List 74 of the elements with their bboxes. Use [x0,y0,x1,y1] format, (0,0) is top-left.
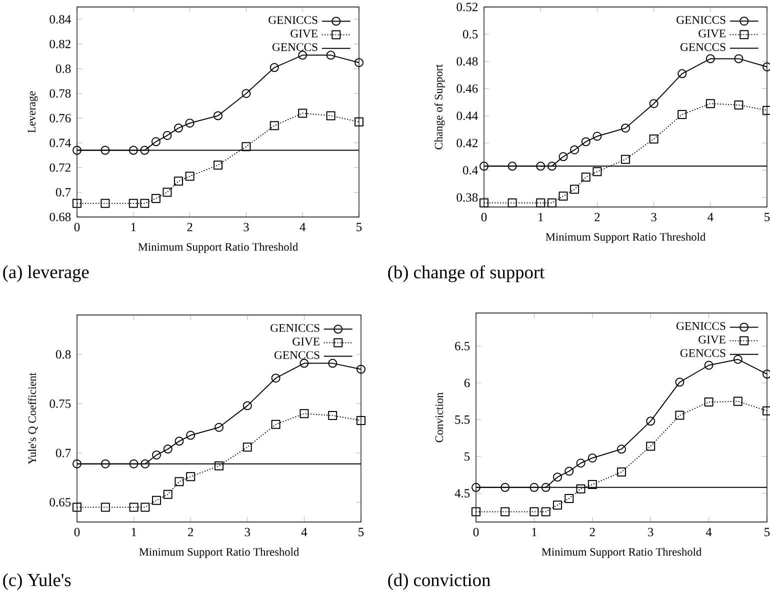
text: (d) conviction [388,573,490,590]
x-tick-label: 1 [538,212,543,222]
legend-label: GIVE [698,30,726,38]
x-tick-label: 4 [300,222,306,232]
y-tick-label: 0.4 [462,166,478,175]
y-tick-label: 0.84 [50,15,71,24]
legend-label: GENCCS [680,43,726,51]
legend-label: GENICCS [676,322,726,330]
x-tick-label: 0 [481,212,487,222]
y-tick-label: 0.82 [50,40,70,48]
x-tick-label: 3 [648,528,654,536]
x-tick-label: 2 [590,528,595,536]
y-tick-label: 6 [464,378,470,388]
y-tick-label: 0.65 [50,498,71,507]
legend-label: GENCCS [680,349,726,358]
y-tick-label: 0.76 [50,114,71,122]
x-tick-label: 0 [473,528,479,536]
y-axis-title: Change of Support [434,64,445,150]
legend-label: GENICCS [270,324,320,332]
x-tick-label: 5 [356,222,362,232]
y-tick-label: 0.46 [456,84,478,93]
x-tick-label: 3 [244,528,250,536]
y-tick-label: 0.8 [56,350,71,359]
y-tick-label: 0.72 [50,163,70,172]
y-tick-label: 4.5 [454,489,470,498]
x-tick-label: 5 [358,528,364,536]
y-axis-title: Conviction [435,392,444,442]
y-tick-label: 5.5 [455,416,470,424]
x-tick-label: 3 [651,212,656,222]
legend-label: GENCCS [272,43,318,52]
x-axis-title: Minimum Support Ratio Threshold [138,242,298,254]
x-tick-label: 2 [188,528,194,536]
legend-label: GIVE [290,30,318,38]
x-tick-label: 5 [764,212,770,222]
x-tick-label: 1 [532,528,537,536]
x-axis-title: Minimum Support Ratio Threshold [542,548,702,558]
y-axis-title: Leverage [28,91,38,133]
y-tick-label: 0.5 [462,30,478,38]
x-tick-label: 4 [708,212,714,222]
x-tick-label: 4 [301,528,308,536]
text: (c) Yule's [3,573,71,590]
y-tick-label: 0.42 [456,138,478,148]
y-tick-label: 6.5 [455,342,470,350]
legend-label: GENCCS [274,351,320,360]
x-axis-title: Minimum Support Ratio Threshold [546,232,706,244]
y-tick-label: 0.7 [56,188,71,197]
y-tick-label: 0.75 [50,399,71,408]
text: (b) change of support [388,265,545,282]
x-tick-label: 0 [74,528,80,536]
y-tick-label: 0.48 [456,57,478,66]
y-axis-title: Yule's Q Coefficient [28,372,38,464]
y-tick-label: 0.38 [456,193,478,202]
legend-label: GENICCS [676,16,726,24]
legend-label: GENICCS [268,16,318,24]
x-axis-title: Minimum Support Ratio Threshold [139,548,299,558]
x-tick-label: 5 [764,528,770,536]
x-tick-label: 4 [706,528,712,536]
x-tick-label: 1 [131,222,136,232]
x-tick-label: 3 [244,222,249,232]
legend-label: GIVE [292,338,320,346]
y-tick-label: 0.44 [456,112,478,120]
x-tick-label: 2 [187,222,192,232]
y-tick-label: 0.52 [456,2,478,12]
legend-label: GIVE [698,336,726,344]
y-tick-label: 0.78 [50,89,71,98]
x-tick-label: 1 [132,528,136,536]
y-tick-label: 0.7 [56,448,71,458]
x-tick-label: 0 [74,222,80,232]
y-tick-label: 0.68 [50,212,71,222]
y-tick-label: 5 [464,452,470,461]
text: (a) leverage [3,265,89,282]
y-tick-label: 0.74 [50,138,71,148]
x-tick-label: 2 [594,212,600,222]
y-tick-label: 0.8 [56,64,71,74]
